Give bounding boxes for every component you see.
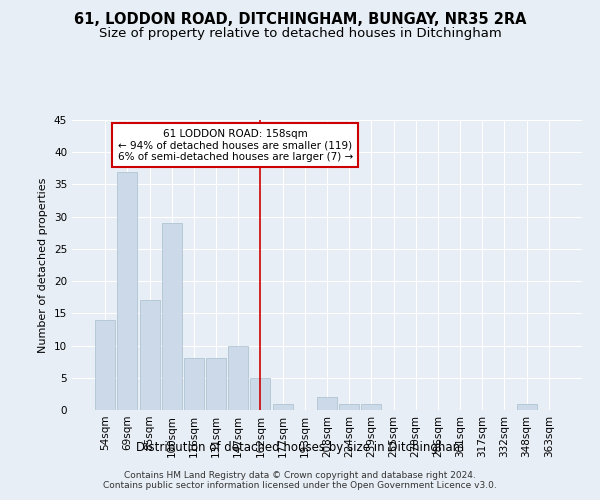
Bar bbox=[228, 346, 248, 410]
Bar bbox=[250, 378, 271, 410]
Text: Size of property relative to detached houses in Ditchingham: Size of property relative to detached ho… bbox=[98, 28, 502, 40]
Y-axis label: Number of detached properties: Number of detached properties bbox=[38, 178, 49, 352]
Bar bbox=[339, 404, 359, 410]
Text: 61, LODDON ROAD, DITCHINGHAM, BUNGAY, NR35 2RA: 61, LODDON ROAD, DITCHINGHAM, BUNGAY, NR… bbox=[74, 12, 526, 28]
Bar bbox=[206, 358, 226, 410]
Bar bbox=[517, 404, 536, 410]
Bar bbox=[317, 397, 337, 410]
Bar bbox=[272, 404, 293, 410]
Bar bbox=[95, 320, 115, 410]
Bar bbox=[118, 172, 137, 410]
Bar bbox=[162, 223, 182, 410]
Text: Contains HM Land Registry data © Crown copyright and database right 2024.
Contai: Contains HM Land Registry data © Crown c… bbox=[103, 470, 497, 490]
Text: Distribution of detached houses by size in Ditchingham: Distribution of detached houses by size … bbox=[136, 441, 464, 454]
Bar bbox=[184, 358, 204, 410]
Bar bbox=[361, 404, 382, 410]
Text: 61 LODDON ROAD: 158sqm
← 94% of detached houses are smaller (119)
6% of semi-det: 61 LODDON ROAD: 158sqm ← 94% of detached… bbox=[118, 128, 353, 162]
Bar bbox=[140, 300, 160, 410]
